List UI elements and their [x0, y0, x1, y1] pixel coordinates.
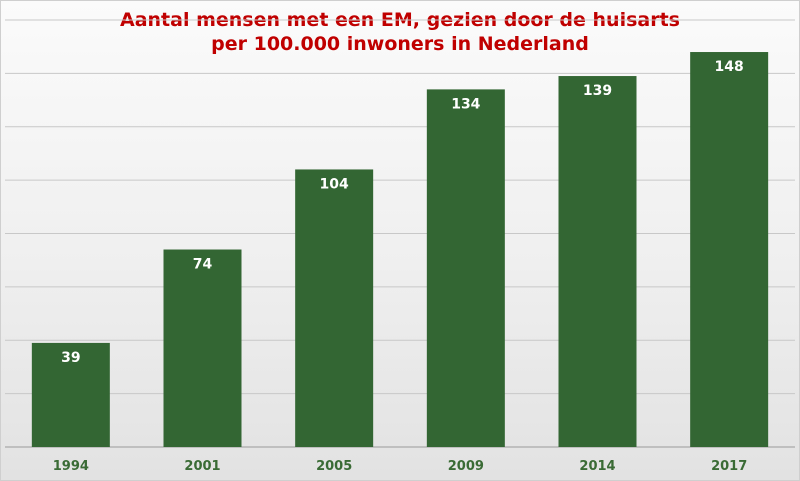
bar-2009 [427, 89, 505, 447]
gridlines [5, 20, 795, 447]
x-tick-label-2009: 2009 [448, 459, 484, 474]
x-tick-label-2017: 2017 [711, 459, 747, 474]
data-label-2009: 134 [451, 96, 480, 112]
bar-2005 [295, 169, 373, 447]
data-label-2001: 74 [193, 257, 213, 273]
x-tick-label-2001: 2001 [184, 459, 220, 474]
data-label-2005: 104 [320, 176, 349, 192]
bar-2001 [164, 250, 242, 447]
x-axis-tick-labels: 1994 2001 2005 2009 2014 2017 [53, 459, 748, 474]
bar-2017 [690, 52, 768, 447]
x-tick-label-2005: 2005 [316, 459, 352, 474]
x-tick-label-2014: 2014 [579, 459, 615, 474]
data-label-2014: 139 [583, 83, 612, 99]
data-label-2017: 148 [715, 59, 744, 75]
bars [32, 52, 768, 447]
data-label-1994: 39 [61, 350, 80, 366]
data-labels: 39 74 104 134 139 148 [61, 59, 744, 366]
bar-2014 [559, 76, 637, 447]
x-tick-label-1994: 1994 [53, 459, 89, 474]
